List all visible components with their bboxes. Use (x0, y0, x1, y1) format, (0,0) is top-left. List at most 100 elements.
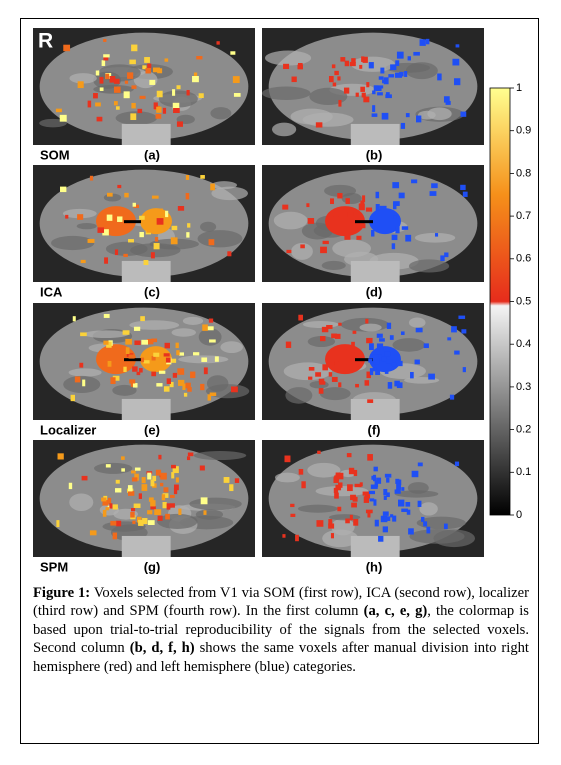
voxel (352, 496, 358, 502)
voxel (131, 44, 138, 52)
voxel (131, 470, 136, 474)
fixation-mark (355, 220, 373, 224)
voxel (306, 203, 310, 208)
brain-texture (309, 87, 348, 106)
voxel (57, 453, 64, 460)
voxel (138, 493, 142, 499)
voxel (155, 469, 162, 476)
brain-texture (307, 462, 341, 478)
voxel (131, 85, 137, 89)
voxel (185, 382, 191, 389)
voxel (346, 364, 352, 370)
voxel (331, 348, 336, 354)
voxel (101, 60, 106, 66)
voxel (140, 316, 145, 322)
voxel (383, 516, 391, 521)
voxel (154, 236, 159, 242)
voxel (382, 511, 389, 516)
voxel (395, 478, 400, 484)
voxel (156, 106, 162, 113)
voxel (176, 85, 181, 90)
voxel (347, 484, 353, 492)
voxel (378, 535, 384, 542)
voxel (371, 229, 375, 237)
voxel (110, 520, 117, 526)
voxel (338, 322, 342, 326)
voxel (354, 483, 362, 488)
voxel (216, 41, 220, 45)
voxel (207, 394, 212, 401)
voxel (80, 259, 86, 264)
voxel (333, 477, 339, 483)
voxel (158, 370, 166, 374)
voxel (386, 359, 393, 364)
fixation-mark (124, 358, 142, 362)
colorbar-tick-label: 0.5 (516, 295, 531, 307)
brain-texture (301, 222, 333, 240)
voxel (163, 386, 170, 392)
voxel (398, 192, 405, 199)
voxel (395, 226, 400, 234)
voxel (386, 322, 392, 329)
voxel (365, 207, 373, 212)
voxel (106, 214, 113, 221)
voxel (208, 239, 215, 246)
voxel (406, 509, 411, 515)
voxel (454, 78, 461, 86)
voxel (143, 260, 149, 266)
voxel (150, 505, 156, 510)
voxel (366, 337, 373, 344)
voxel (344, 235, 351, 240)
voxel (132, 366, 138, 372)
voxel (127, 485, 133, 492)
voxel (338, 99, 342, 107)
voxel (368, 490, 376, 495)
voxel (362, 491, 370, 496)
brain-texture (408, 259, 450, 273)
voxel (386, 477, 390, 483)
voxel (109, 223, 114, 229)
voxel (282, 204, 289, 210)
voxel (331, 376, 338, 382)
voxel (153, 352, 160, 357)
voxel (115, 520, 122, 527)
brain-texture (297, 504, 338, 513)
voxel (373, 85, 379, 91)
voxel (367, 399, 374, 403)
voxel (107, 505, 111, 509)
voxel (182, 383, 186, 390)
caption-label: Figure 1: (33, 585, 91, 601)
voxel (348, 467, 355, 475)
caption: Figure 1: Voxels selected from V1 via SO… (33, 584, 529, 676)
brain-texture (341, 192, 362, 205)
voxel (317, 450, 321, 454)
voxel (345, 518, 350, 524)
voxel (148, 210, 153, 218)
brain-texture (273, 211, 308, 230)
voxel (105, 464, 111, 468)
voxel (137, 108, 143, 114)
voxel (322, 240, 329, 245)
voxel (123, 253, 128, 257)
voxel (128, 239, 134, 243)
voxel (173, 487, 178, 495)
voxel (396, 482, 401, 490)
brain-texture (69, 493, 94, 512)
voxel (383, 77, 389, 85)
voxel (455, 44, 460, 48)
voxel (391, 234, 398, 241)
voxel (187, 387, 192, 392)
voxel (172, 372, 178, 378)
brain-texture (210, 107, 232, 120)
voxel (131, 477, 138, 482)
voxel (362, 56, 368, 63)
voxel (383, 488, 388, 496)
voxel (285, 341, 292, 348)
voxel (331, 64, 336, 69)
voxel (162, 502, 167, 509)
voxel (113, 78, 120, 84)
voxel (369, 368, 374, 376)
voxel (81, 475, 88, 481)
voxel (162, 107, 167, 114)
voxel (103, 340, 109, 345)
